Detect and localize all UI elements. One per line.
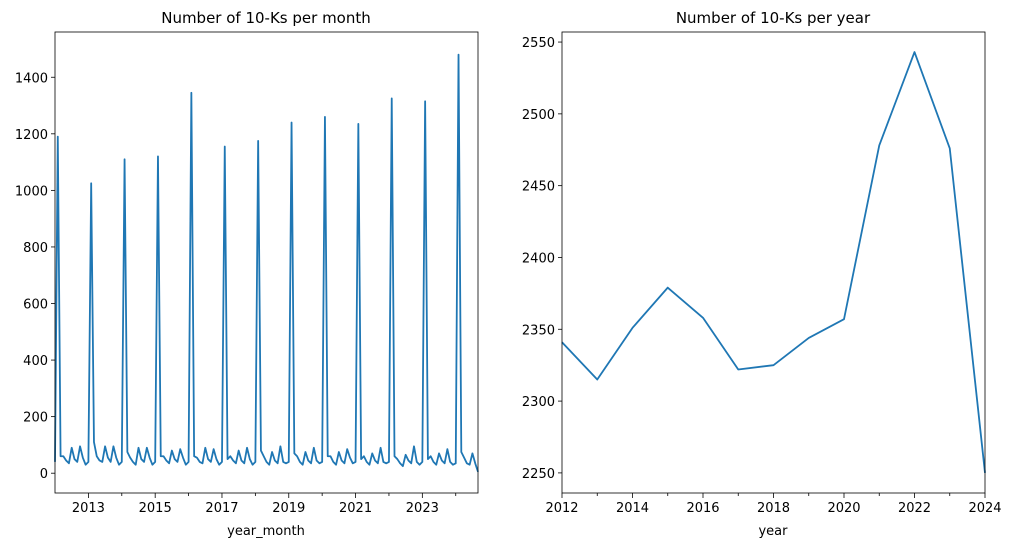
x-tick-label: 2018: [757, 501, 790, 516]
y-tick-label: 200: [23, 411, 48, 426]
yearly-series-line: [561, 51, 986, 473]
monthly-chart-title: Number of 10-Ks per month: [161, 9, 371, 27]
y-tick-label: 2400: [522, 251, 555, 266]
y-tick-label: 2250: [522, 467, 555, 482]
y-tick-label: 1400: [15, 71, 48, 86]
yearly-chart-xlabel: year: [758, 524, 788, 539]
y-tick-label: 400: [23, 354, 48, 369]
y-tick-label: 2450: [522, 180, 555, 195]
yearly-chart-title: Number of 10-Ks per year: [676, 9, 871, 27]
monthly-chart-ticks: 0 200 400 600 800 1000 1200 1400 2013 2015 2017 201…: [15, 71, 457, 516]
monthly-chart-xlabel: year_month: [227, 524, 305, 539]
x-tick-label: 2022: [898, 501, 931, 516]
y-tick-label: 2300: [522, 395, 555, 410]
y-tick-label: 2500: [522, 108, 555, 123]
y-tick-label: 1000: [15, 184, 48, 199]
yearly-chart-ticks: 2250 2300 2350 2400 2450 2500 2550 2012 2014 2016…: [522, 36, 1002, 516]
y-tick-label: 600: [23, 298, 48, 313]
yearly-chart: Number of 10-Ks per year 2250 2300 2350 240…: [522, 9, 1002, 539]
x-tick-label: 2014: [616, 501, 649, 516]
monthly-series-line: [54, 53, 479, 473]
x-tick-label: 2013: [72, 501, 105, 516]
y-tick-label: 800: [23, 241, 48, 256]
x-tick-label: 2023: [406, 501, 439, 516]
x-tick-label: 2019: [272, 501, 305, 516]
x-tick-label: 2020: [827, 501, 860, 516]
x-tick-label: 2024: [968, 501, 1001, 516]
x-tick-label: 2016: [686, 501, 719, 516]
x-tick-label: 2012: [545, 501, 578, 516]
y-tick-label: 0: [40, 467, 48, 482]
x-tick-label: 2015: [139, 501, 172, 516]
x-tick-label: 2021: [339, 501, 372, 516]
y-tick-label: 2350: [522, 323, 555, 338]
x-tick-label: 2017: [205, 501, 238, 516]
yearly-chart-frame: [561, 31, 986, 494]
y-tick-label: 1200: [15, 128, 48, 143]
y-tick-label: 2550: [522, 36, 555, 51]
monthly-chart: Number of 10-Ks per month 0 200 400 600 800 1…: [15, 9, 479, 539]
monthly-chart-frame: [54, 31, 479, 494]
